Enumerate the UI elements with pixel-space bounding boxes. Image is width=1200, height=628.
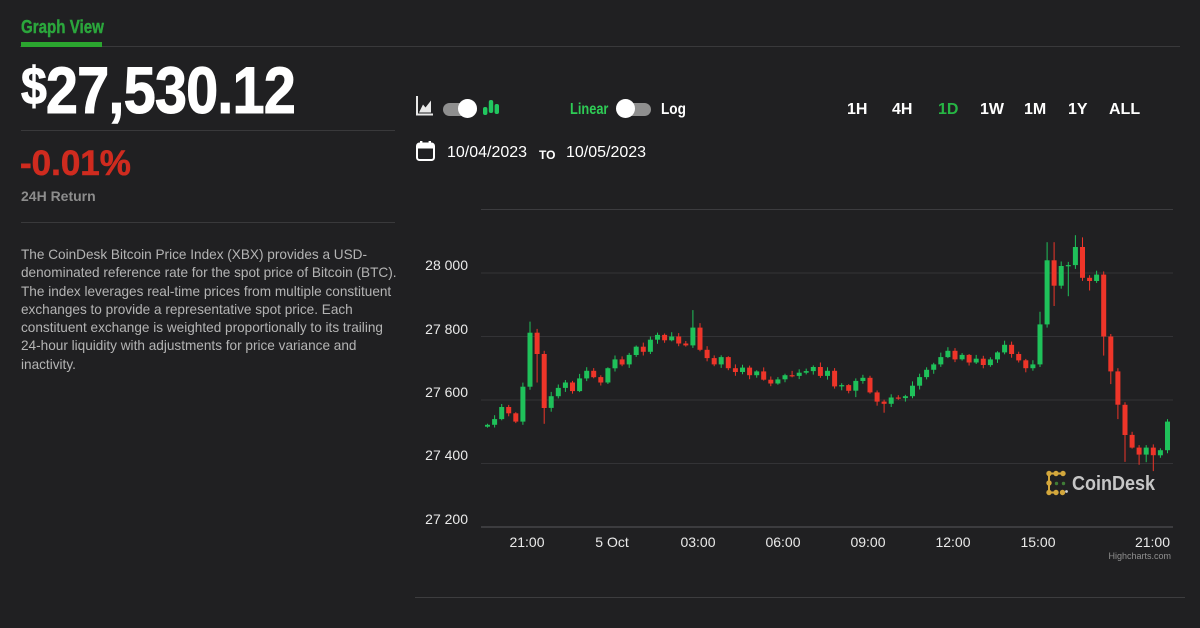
svg-text:28 000: 28 000 xyxy=(425,257,468,273)
svg-text:21:00: 21:00 xyxy=(509,534,544,550)
svg-text:03:00: 03:00 xyxy=(680,534,715,550)
svg-text:27 600: 27 600 xyxy=(425,384,468,400)
svg-text:06:00: 06:00 xyxy=(765,534,800,550)
svg-text:27 200: 27 200 xyxy=(425,511,468,527)
svg-text:12:00: 12:00 xyxy=(935,534,970,550)
svg-text:27 800: 27 800 xyxy=(425,321,468,337)
svg-text:CoinDesk: CoinDesk xyxy=(1072,473,1156,495)
svg-text:5 Oct: 5 Oct xyxy=(595,534,629,550)
svg-text:21:00: 21:00 xyxy=(1135,534,1170,550)
svg-text:09:00: 09:00 xyxy=(850,534,885,550)
svg-text:27 400: 27 400 xyxy=(425,447,468,463)
svg-text:15:00: 15:00 xyxy=(1020,534,1055,550)
svg-text:Highcharts.com: Highcharts.com xyxy=(1108,551,1171,561)
